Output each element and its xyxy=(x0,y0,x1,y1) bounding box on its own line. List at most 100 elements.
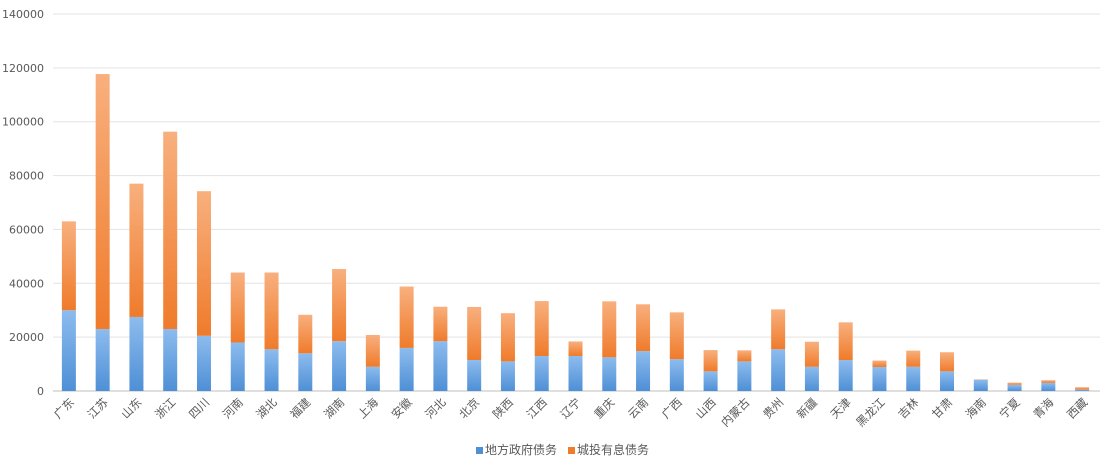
bar-segment-government-debt xyxy=(365,366,380,391)
bar-segment-government-debt xyxy=(602,357,617,391)
bar-segment-government-debt xyxy=(872,367,887,391)
bar-segment-government-debt xyxy=(1075,389,1090,391)
bar-segment-chengtou-debt xyxy=(568,341,583,356)
x-tick-label: 江西 xyxy=(524,395,550,421)
bar-segment-government-debt xyxy=(500,361,515,391)
x-tick-label: 湖北 xyxy=(253,395,280,422)
bar-segment-government-debt xyxy=(636,351,651,391)
bar-segment-chengtou-debt xyxy=(467,306,482,361)
bar-segment-government-debt xyxy=(196,335,211,391)
x-tick-label: 贵州 xyxy=(760,395,786,421)
bar-segment-chengtou-debt xyxy=(872,360,887,368)
bar-segment-chengtou-debt xyxy=(230,272,245,343)
x-tick-label: 宁夏 xyxy=(997,395,1024,422)
bar-segment-government-debt xyxy=(771,349,786,391)
y-tick-label: 40000 xyxy=(9,277,44,290)
bar-segment-government-debt xyxy=(838,360,853,391)
legend-label: 地方政府债务 xyxy=(485,442,557,457)
x-tick-label: 辽宁 xyxy=(557,395,583,421)
bar-segment-government-debt xyxy=(1007,384,1022,391)
x-tick-label: 广东 xyxy=(51,395,77,421)
bar-segment-chengtou-debt xyxy=(298,314,313,354)
bar-segment-chengtou-debt xyxy=(1007,382,1022,385)
x-tick-label: 浙江 xyxy=(152,395,179,422)
y-tick-label: 80000 xyxy=(9,170,44,183)
bar-segment-government-debt xyxy=(906,366,921,391)
legend-label: 城投有息债务 xyxy=(577,442,649,457)
bar-segment-government-debt xyxy=(163,329,178,391)
x-tick-label: 黑龙江 xyxy=(853,395,888,430)
bar-segment-chengtou-debt xyxy=(1041,380,1056,383)
bar-segment-government-debt xyxy=(534,355,549,391)
y-tick-label: 100000 xyxy=(2,116,44,129)
x-tick-label: 云南 xyxy=(625,395,651,421)
x-tick-label: 海南 xyxy=(963,395,989,421)
bar-segment-government-debt xyxy=(264,349,279,391)
bar-segment-government-debt xyxy=(973,379,988,391)
bar-segment-chengtou-debt xyxy=(602,301,617,358)
gridlines xyxy=(53,13,1100,392)
bar-segment-government-debt xyxy=(467,360,482,391)
bar-segment-chengtou-debt xyxy=(129,183,144,317)
bar-segment-chengtou-debt xyxy=(264,272,279,350)
bar-segment-government-debt xyxy=(230,342,245,391)
bar-segment-chengtou-debt xyxy=(906,350,921,367)
x-tick-label: 新疆 xyxy=(794,395,821,422)
x-tick-label: 甘肃 xyxy=(929,395,955,421)
x-tick-label: 上海 xyxy=(355,395,382,422)
x-tick-label: 四川 xyxy=(186,395,212,421)
bar-segment-government-debt xyxy=(804,366,819,391)
bar-segment-government-debt xyxy=(940,371,955,391)
x-tick-label: 内蒙古 xyxy=(718,395,752,429)
y-axis-ticks: 0 20000 40000 60000 80000 100000 120000 140000 xyxy=(2,8,44,398)
bar-segment-chengtou-debt xyxy=(771,309,786,350)
bar-segment-government-debt xyxy=(61,310,76,391)
y-tick-label: 0 xyxy=(37,385,44,398)
bar-segment-chengtou-debt xyxy=(95,74,110,330)
bar-segment-chengtou-debt xyxy=(399,286,414,348)
legend: 地方政府债务 城投有息债务 xyxy=(476,442,649,457)
legend-swatch xyxy=(476,447,483,454)
x-tick-label: 安徽 xyxy=(389,395,416,422)
bar-segment-chengtou-debt xyxy=(1075,387,1090,390)
bar-segment-government-debt xyxy=(1041,382,1056,391)
bar-segment-chengtou-debt xyxy=(940,352,955,372)
x-tick-label: 青海 xyxy=(1030,395,1057,422)
bar-segment-government-debt xyxy=(298,353,313,391)
bar-segment-chengtou-debt xyxy=(163,131,178,330)
bar-segment-chengtou-debt xyxy=(669,312,684,360)
x-tick-label: 重庆 xyxy=(591,395,618,422)
bar-segment-chengtou-debt xyxy=(196,191,211,336)
x-tick-label: 吉林 xyxy=(895,395,922,422)
x-axis-labels: 广东 江苏 山东 浙江 四川 河南 湖北 福建 湖南 上海 安徽 河北 北京 陕西 江西 辽宁 重庆 云南 广西 山西… xyxy=(51,395,1091,430)
y-tick-label: 120000 xyxy=(2,62,44,75)
bar-segment-chengtou-debt xyxy=(61,221,76,311)
x-tick-label: 西藏 xyxy=(1064,395,1091,422)
bar-segment-chengtou-debt xyxy=(365,334,380,367)
bar-segment-chengtou-debt xyxy=(636,304,651,352)
bar-segment-government-debt xyxy=(703,371,718,391)
x-tick-label: 山东 xyxy=(118,395,144,421)
bar-segment-government-debt xyxy=(568,355,583,391)
bar-segment-chengtou-debt xyxy=(703,350,718,372)
x-tick-label: 湖南 xyxy=(321,395,347,421)
x-tick-label: 福建 xyxy=(287,395,314,422)
x-tick-label: 河北 xyxy=(422,395,449,422)
bar-segment-chengtou-debt xyxy=(500,313,515,362)
x-tick-label: 河南 xyxy=(220,395,246,421)
x-tick-label: 陕西 xyxy=(490,395,516,421)
bar-segment-chengtou-debt xyxy=(804,341,819,367)
x-tick-label: 江苏 xyxy=(85,395,111,421)
bar-segment-chengtou-debt xyxy=(737,350,752,362)
bar-segment-government-debt xyxy=(399,347,414,391)
bar-segment-government-debt xyxy=(95,329,110,391)
bar-segment-government-debt xyxy=(737,361,752,391)
y-tick-label: 140000 xyxy=(2,8,44,21)
x-tick-label: 广西 xyxy=(659,395,685,421)
x-tick-label: 天津 xyxy=(828,395,854,421)
bar-segment-government-debt xyxy=(129,316,144,391)
bar-segment-government-debt xyxy=(669,359,684,391)
bars xyxy=(61,74,1090,391)
bar-segment-government-debt xyxy=(433,341,448,391)
